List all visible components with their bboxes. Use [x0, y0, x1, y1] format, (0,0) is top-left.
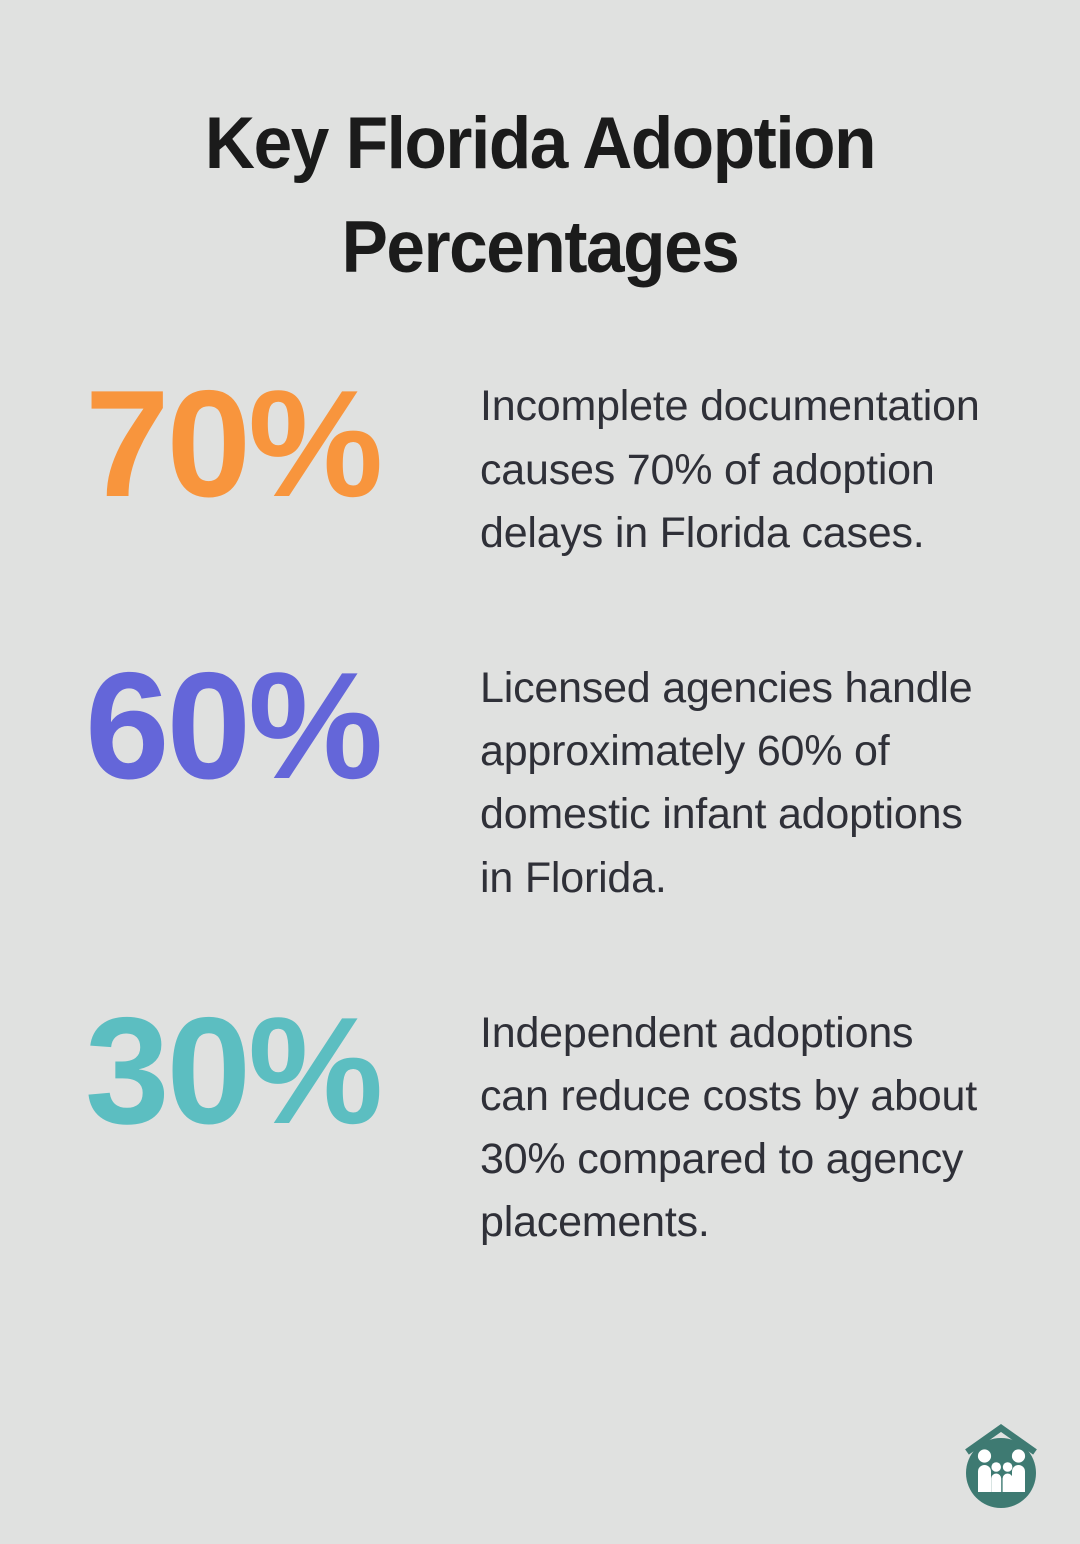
stat-row-60: 60% Licensed agencies handle approximate… — [85, 640, 995, 910]
stat-description-60: Licensed agencies handle approximately 6… — [480, 663, 973, 902]
stat-description-30: Independent adoptions can reduce costs b… — [480, 1008, 977, 1247]
logo-circle — [966, 1438, 1036, 1508]
family-figures-icon — [977, 1449, 1026, 1492]
stat-row-70: 70% Incomplete documentation causes 70% … — [85, 359, 995, 565]
stat-row-30: 30% Independent adoptions can reduce cos… — [85, 985, 995, 1255]
page-title: Key Florida Adoption Percentages — [204, 103, 877, 288]
stat-description-70: Incomplete documentation causes 70% of a… — [480, 382, 980, 557]
stat-value-70: 70% — [85, 359, 383, 530]
brand-logo — [963, 1421, 1039, 1509]
stat-value-30: 30% — [85, 985, 383, 1156]
family-under-roof-icon — [965, 1424, 1037, 1508]
stat-value-60: 60% — [85, 640, 383, 811]
stats-list: 70% Incomplete documentation causes 70% … — [0, 359, 1080, 1255]
roof-icon — [965, 1424, 1037, 1455]
